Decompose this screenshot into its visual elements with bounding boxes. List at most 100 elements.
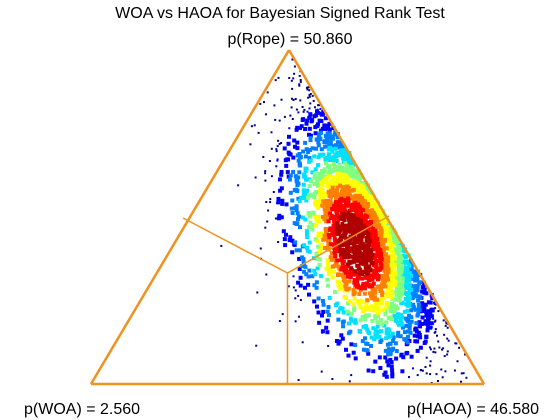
sample-point — [383, 370, 388, 375]
sample-point — [304, 229, 309, 234]
sample-point — [423, 302, 428, 307]
sample-point — [358, 318, 363, 323]
sample-point — [346, 198, 351, 203]
sample-point — [370, 286, 375, 291]
sample-point — [465, 376, 468, 379]
sample-point — [284, 232, 288, 237]
sample-point — [303, 217, 308, 222]
sample-point — [362, 260, 367, 265]
sample-point — [307, 96, 310, 99]
sample-point — [305, 188, 309, 193]
sample-point — [424, 291, 429, 296]
sample-point — [319, 147, 324, 152]
sample-point — [367, 305, 372, 310]
sample-point — [368, 247, 373, 252]
sample-point — [407, 278, 412, 283]
sample-point — [312, 154, 317, 159]
sample-point — [407, 313, 412, 318]
sample-point — [326, 283, 330, 288]
sample-point — [381, 254, 386, 259]
sample-point — [295, 108, 298, 111]
sample-point — [388, 315, 393, 320]
sample-point — [373, 290, 378, 295]
sample-point — [396, 253, 401, 258]
sample-point — [373, 331, 378, 336]
sample-point — [420, 289, 425, 294]
sample-point — [406, 282, 411, 287]
sample-point — [349, 342, 354, 347]
vertex-label-haoa: p(HAOA) = 46.580 — [407, 401, 540, 418]
sample-point — [346, 203, 351, 208]
sample-point — [341, 283, 346, 288]
sample-point — [384, 246, 389, 251]
sample-point — [380, 245, 385, 250]
sample-point — [325, 131, 330, 136]
sample-point — [337, 230, 342, 235]
sample-point — [336, 282, 341, 287]
sample-point — [447, 339, 450, 342]
sample-point — [323, 179, 328, 184]
sample-point — [416, 334, 421, 339]
sample-point — [386, 287, 391, 292]
sample-point — [329, 251, 334, 256]
sample-point — [404, 302, 409, 307]
sample-point — [414, 321, 419, 326]
sample-point — [249, 143, 252, 146]
sample-point — [324, 140, 329, 145]
sample-point — [296, 158, 301, 163]
sample-point — [315, 239, 320, 244]
sample-point — [382, 223, 387, 228]
sample-point — [278, 188, 283, 193]
sample-point — [297, 294, 300, 297]
sample-point — [345, 274, 350, 279]
sample-point — [320, 187, 325, 192]
sample-point — [308, 89, 311, 92]
sample-point — [392, 234, 397, 239]
sample-point — [315, 110, 320, 115]
sample-point — [317, 219, 322, 224]
sample-point — [325, 227, 330, 232]
sample-point — [266, 91, 269, 94]
sample-point — [337, 286, 342, 291]
sample-point — [346, 301, 350, 306]
sample-point — [409, 264, 414, 269]
sample-point — [278, 320, 281, 322]
sample-point — [329, 146, 334, 151]
sample-point — [350, 229, 355, 234]
sample-point — [347, 189, 352, 194]
sample-point — [396, 330, 401, 335]
sample-point — [369, 344, 373, 348]
sample-point — [332, 162, 336, 166]
sample-point — [337, 162, 342, 167]
sample-point — [290, 250, 295, 255]
sample-point — [409, 315, 414, 320]
sample-point — [381, 308, 386, 312]
sample-point — [305, 118, 310, 123]
sample-point — [313, 272, 318, 277]
sample-point — [314, 223, 319, 228]
sample-point — [297, 256, 302, 261]
sample-point — [363, 336, 367, 341]
sample-point — [290, 211, 295, 215]
sample-point — [384, 336, 389, 341]
sample-point — [387, 279, 392, 284]
sample-point — [355, 189, 360, 193]
sample-point — [278, 142, 281, 145]
sample-point — [327, 183, 332, 188]
sample-point — [352, 239, 357, 244]
sample-point — [362, 347, 366, 352]
sample-point — [294, 320, 297, 323]
sample-point — [409, 268, 413, 273]
sample-point — [426, 318, 430, 322]
sample-point — [370, 318, 375, 323]
sample-point — [384, 305, 389, 310]
sample-point — [327, 345, 330, 347]
sample-point — [386, 363, 391, 368]
sample-point — [327, 127, 332, 132]
sample-point — [333, 216, 338, 220]
sample-point — [326, 147, 331, 152]
sample-point — [321, 309, 326, 314]
sample-point — [399, 352, 404, 357]
sample-point — [402, 337, 407, 342]
